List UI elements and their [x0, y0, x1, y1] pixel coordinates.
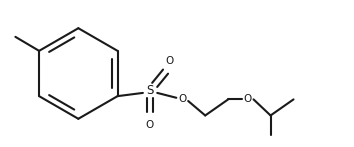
Text: O: O	[165, 56, 173, 66]
Text: O: O	[244, 94, 252, 104]
Text: O: O	[178, 94, 186, 104]
Text: S: S	[146, 84, 154, 97]
Text: O: O	[146, 120, 154, 130]
